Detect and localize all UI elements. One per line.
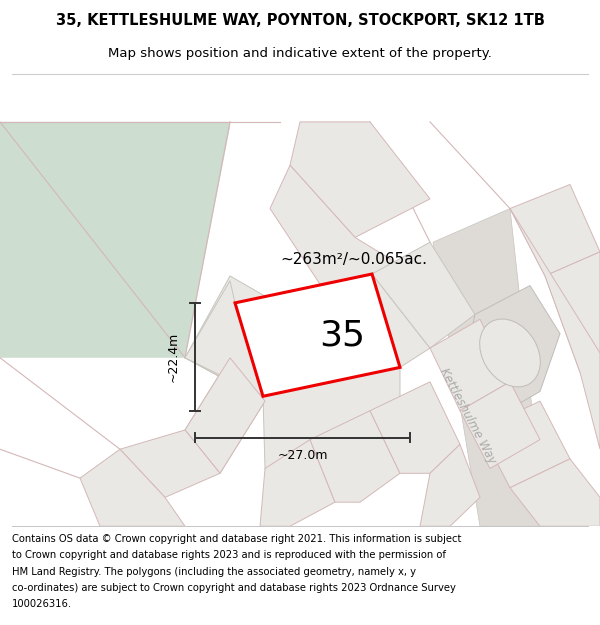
Polygon shape [433,209,545,526]
Polygon shape [260,439,335,526]
Text: HM Land Registry. The polygons (including the associated geometry, namely x, y: HM Land Registry. The polygons (includin… [12,567,416,577]
Text: ~263m²/~0.065ac.: ~263m²/~0.065ac. [280,252,427,267]
Text: ~27.0m: ~27.0m [277,449,328,461]
Polygon shape [460,286,560,421]
Polygon shape [290,122,430,238]
Ellipse shape [479,319,541,387]
Polygon shape [340,271,455,358]
Text: Contains OS data © Crown copyright and database right 2021. This information is : Contains OS data © Crown copyright and d… [12,534,461,544]
Polygon shape [0,122,230,358]
Text: Map shows position and indicative extent of the property.: Map shows position and indicative extent… [108,47,492,59]
Polygon shape [185,357,265,473]
Polygon shape [545,252,600,372]
Text: Kettleshulme Way: Kettleshulme Way [437,366,499,466]
Text: 100026316.: 100026316. [12,599,72,609]
Text: 35, KETTLESHULME WAY, POYNTON, STOCKPORT, SK12 1TB: 35, KETTLESHULME WAY, POYNTON, STOCKPORT… [56,13,544,28]
Polygon shape [480,401,570,488]
Text: co-ordinates) are subject to Crown copyright and database rights 2023 Ordnance S: co-ordinates) are subject to Crown copyr… [12,583,456,593]
Polygon shape [185,276,305,401]
Polygon shape [120,430,220,498]
Polygon shape [372,242,475,348]
Polygon shape [235,274,400,396]
Polygon shape [510,459,600,526]
Polygon shape [510,209,600,449]
Polygon shape [270,165,410,314]
Polygon shape [420,444,480,526]
Text: 35: 35 [320,318,365,352]
Polygon shape [460,382,540,469]
Polygon shape [430,319,510,411]
Polygon shape [510,184,600,276]
Text: to Crown copyright and database rights 2023 and is reproduced with the permissio: to Crown copyright and database rights 2… [12,551,446,561]
Polygon shape [310,411,400,502]
Polygon shape [185,274,430,469]
Polygon shape [370,382,460,473]
Text: ~22.4m: ~22.4m [167,332,179,382]
Polygon shape [80,449,185,526]
Polygon shape [185,357,265,473]
